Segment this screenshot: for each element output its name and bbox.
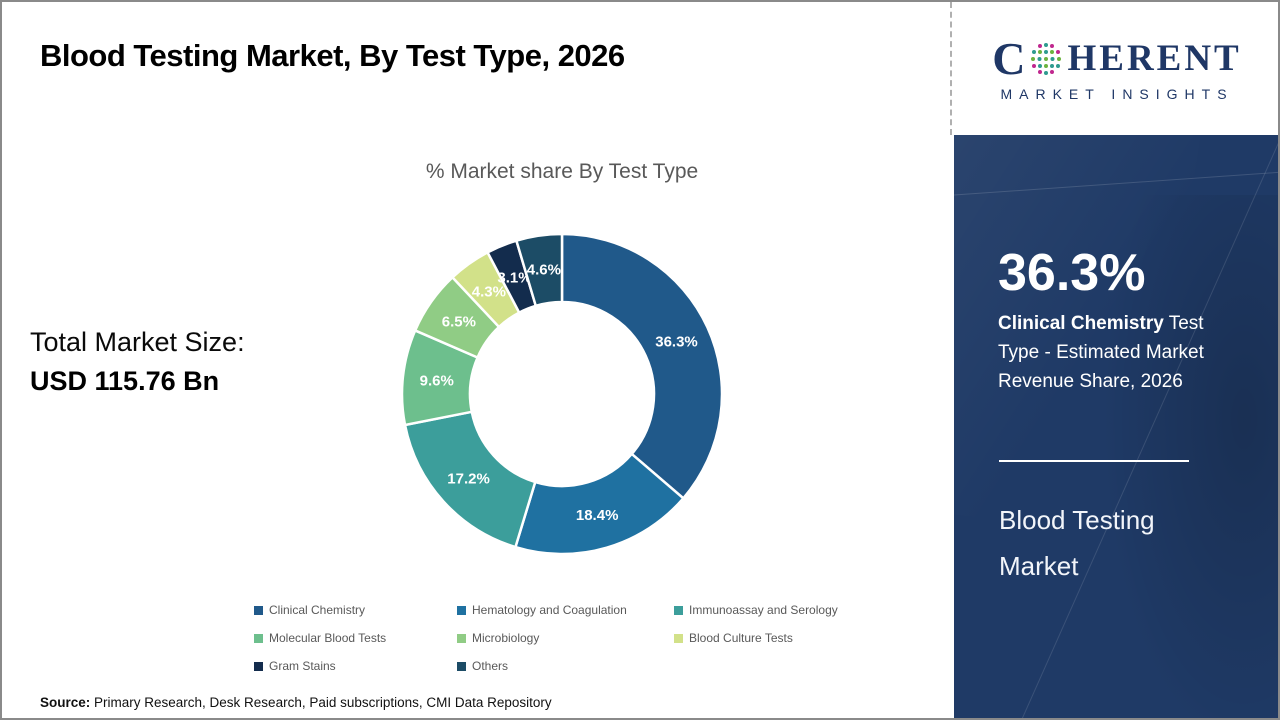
legend-label: Gram Stains <box>269 659 336 673</box>
legend-swatch-icon <box>674 605 683 615</box>
chart-legend: Clinical Chemistry Hematology and Coagula… <box>254 596 890 680</box>
legend-item: Immunoassay and Serology <box>674 596 890 624</box>
donut-chart-svg: 36.3% 18.4% 17.2% 9.6% 6.5% 4.3%3.1%4.6% <box>400 232 724 556</box>
chart-title: % Market share By Test Type <box>425 160 699 183</box>
legend-label: Hematology and Coagulation <box>472 603 627 617</box>
legend-item: Molecular Blood Tests <box>254 624 457 652</box>
donut-slice <box>514 232 564 308</box>
source-line: Source: Primary Research, Desk Research,… <box>40 695 552 710</box>
logo-letter-c: C <box>992 32 1026 84</box>
legend-swatch-icon <box>457 661 466 671</box>
panel-divider <box>999 460 1189 462</box>
logo-wordmark: C HERENT <box>992 32 1242 84</box>
slice-label: 4.3% <box>472 283 506 300</box>
legend-item: Gram Stains <box>254 652 457 680</box>
report-name: Blood Testing Market <box>999 505 1155 581</box>
slice-label: 36.3% <box>655 333 698 350</box>
page-title: Blood Testing Market, By Test Type, 2026 <box>40 38 625 73</box>
legend-item: Others <box>457 652 674 680</box>
legend-item: Clinical Chemistry <box>254 596 457 624</box>
map-texture <box>1100 195 1278 718</box>
slice-label: 4.6% <box>527 261 561 278</box>
legend-item: Blood Culture Tests <box>674 624 890 652</box>
highlight-stat-segment: Clinical Chemistry <box>998 313 1164 334</box>
total-market-size-value: USD 115.76 Bn <box>30 366 220 396</box>
legend-item: Hematology and Coagulation <box>457 596 674 624</box>
legend-swatch-icon <box>254 633 263 643</box>
total-market-size: Total Market Size: USD 115.76 Bn <box>30 327 245 397</box>
legend-label: Molecular Blood Tests <box>269 631 387 645</box>
sidebar-panel: 36.3% Clinical Chemistry Test Type - Est… <box>954 135 1278 718</box>
legend-label: Microbiology <box>472 631 540 645</box>
source-text: Primary Research, Desk Research, Paid su… <box>90 695 552 710</box>
logo-subtitle: MARKET INSIGHTS <box>1000 85 1234 102</box>
dashed-separator <box>950 2 952 135</box>
company-logo: C HERENT MARKET INSIGHTS <box>954 2 1278 135</box>
donut-chart: 36.3% 18.4% 17.2% 9.6% 6.5% 4.3% 3.1% 4.6% <box>397 229 727 559</box>
slice-label: 6.5% <box>442 314 476 331</box>
donut-slice <box>560 232 724 501</box>
legend-swatch-icon <box>457 633 466 643</box>
legend-swatch-icon <box>674 633 683 643</box>
legend-label: Immunoassay and Serology <box>689 603 838 617</box>
slice-label: 9.6% <box>420 373 454 390</box>
logo-word-rest: HERENT <box>1067 38 1242 79</box>
legend-label: Others <box>472 659 509 673</box>
slice-label: 18.4% <box>576 507 619 524</box>
legend-label: Clinical Chemistry <box>269 603 366 617</box>
legend-swatch-icon <box>254 661 263 671</box>
slice-label: 3.1% <box>497 269 531 286</box>
highlight-stat-description: Clinical Chemistry Test Type - Estimated… <box>998 309 1246 396</box>
highlight-stat-value: 36.3% <box>998 244 1146 302</box>
legend-item: Microbiology <box>457 624 674 652</box>
slice-label: 17.2% <box>447 471 490 488</box>
source-label: Source: <box>40 695 91 710</box>
legend-label: Blood Culture Tests <box>689 631 793 645</box>
legend-swatch-icon <box>457 605 466 615</box>
total-market-size-label: Total Market Size: <box>30 327 245 357</box>
dotted-globe-icon <box>1031 42 1062 75</box>
legend-swatch-icon <box>254 605 263 615</box>
highlight-stat-rest: Test Type - Estimated Market Revenue Sha… <box>998 313 1204 392</box>
